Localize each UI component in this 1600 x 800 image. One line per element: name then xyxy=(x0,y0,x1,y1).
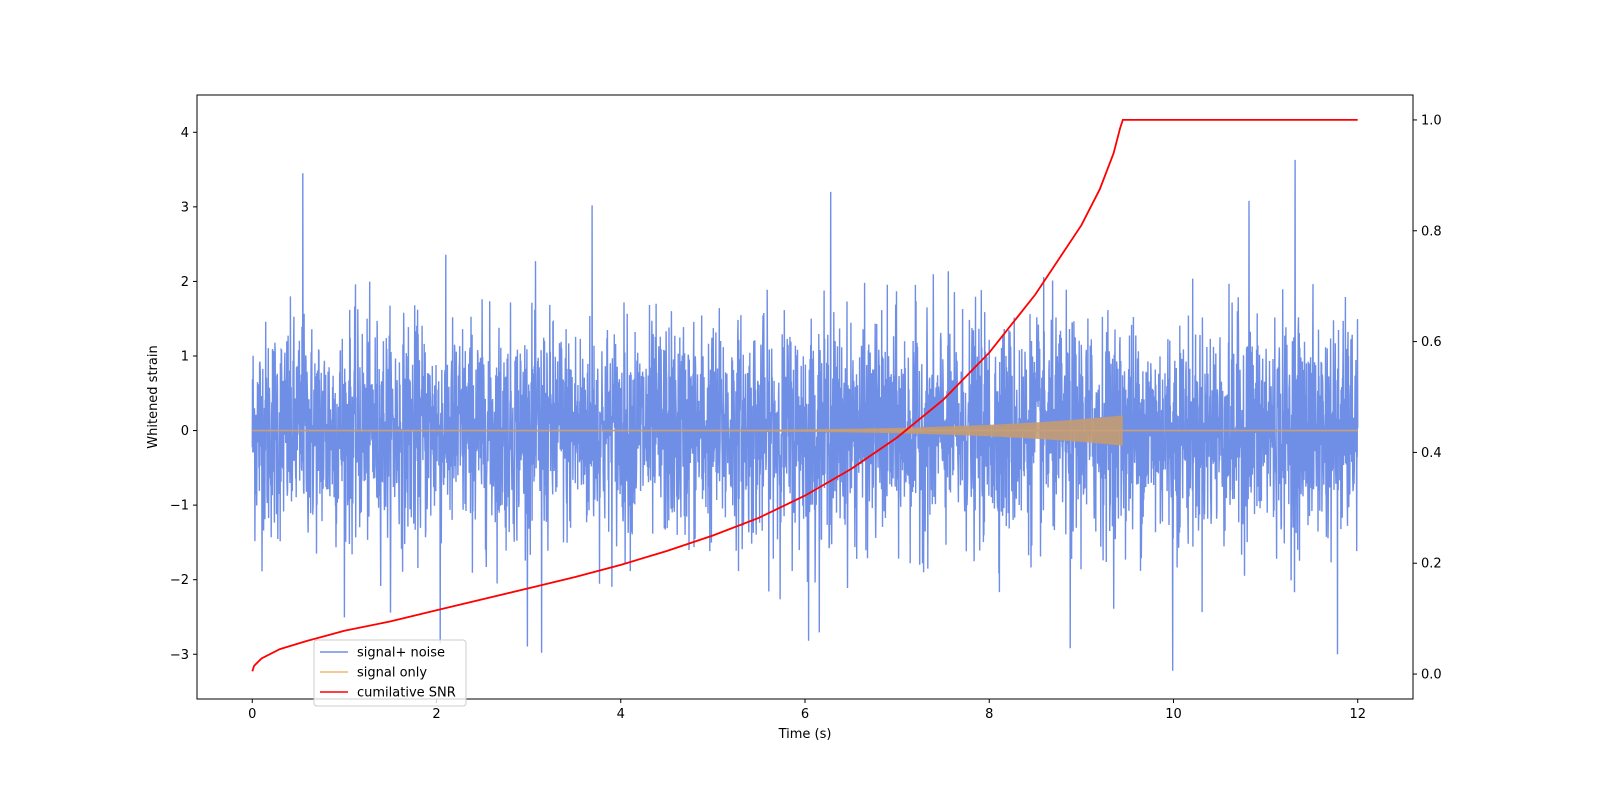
series-signal-only xyxy=(252,415,1358,446)
y2-tick-label: 0.4 xyxy=(1421,446,1442,461)
cumulative-snr-line xyxy=(251,119,1358,672)
x-tick-label: 6 xyxy=(801,707,809,722)
legend-label-signal-noise: signal+ noise xyxy=(357,646,445,661)
legend-label-signal-only: signal only xyxy=(357,666,427,681)
y-tick-label: 0 xyxy=(181,424,189,439)
y2-tick-label: 0.2 xyxy=(1421,557,1442,572)
y-tick-label: −1 xyxy=(170,499,189,514)
y-tick-label: −3 xyxy=(170,648,189,663)
y2-tick-label: 0.6 xyxy=(1421,335,1442,350)
x-tick-label: 12 xyxy=(1349,707,1366,722)
y-axis-right: 0.0 0.2 0.4 0.6 0.8 1.0 xyxy=(1413,113,1442,683)
legend: signal+ noise signal only cumilative SNR xyxy=(313,639,467,707)
x-tick-label: 8 xyxy=(985,707,993,722)
x-tick-label: 4 xyxy=(617,707,625,722)
series-signal-noise xyxy=(251,159,1359,671)
series-cumulative-snr xyxy=(251,119,1358,672)
y2-tick-label: 1.0 xyxy=(1421,113,1442,128)
y2-tick-label: 0.0 xyxy=(1421,668,1442,683)
y-tick-label: 3 xyxy=(181,200,189,215)
y-tick-label: −2 xyxy=(170,573,189,588)
legend-box xyxy=(313,639,467,707)
x-tick-label: 2 xyxy=(432,707,440,722)
y-axis-left: −3 −2 −1 0 1 2 3 4 xyxy=(170,126,197,663)
signal-noise-line xyxy=(251,159,1359,671)
y-axis-label: Whitened strain xyxy=(146,345,161,448)
y-tick-label: 4 xyxy=(181,126,189,141)
y-tick-label: 1 xyxy=(181,349,189,364)
x-tick-label: 10 xyxy=(1165,707,1182,722)
x-axis-label: Time (s) xyxy=(778,727,832,742)
legend-label-cumulative-snr: cumilative SNR xyxy=(357,686,456,701)
x-tick-label: 0 xyxy=(248,707,256,722)
y-tick-label: 2 xyxy=(181,275,189,290)
y2-tick-label: 0.8 xyxy=(1421,224,1442,239)
